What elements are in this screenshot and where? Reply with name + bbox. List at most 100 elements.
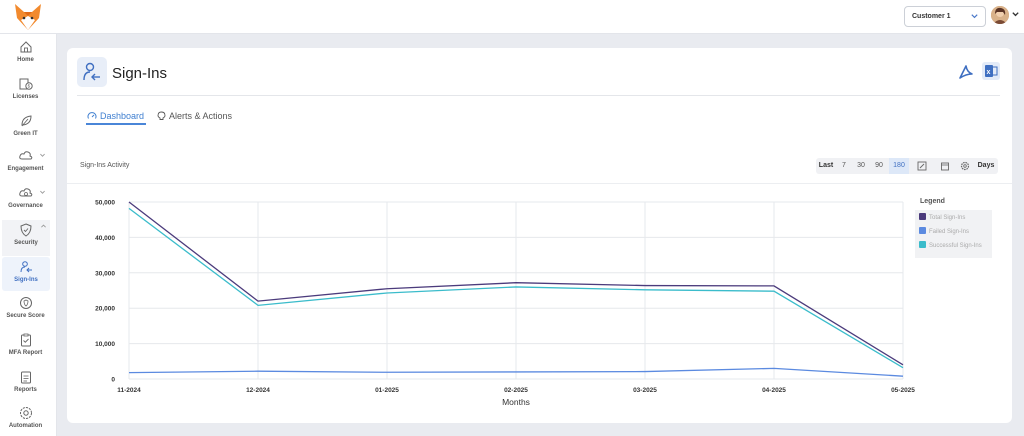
report-icon (20, 371, 31, 384)
avatar-image (991, 6, 1009, 24)
legend-swatch (919, 213, 926, 220)
x-tick-label: 04-2025 (762, 387, 786, 394)
sidebar-item-label: Engagement (7, 166, 44, 172)
range-selector: Last 7 30 90 180 Days (816, 158, 998, 174)
sidebar-item-green-it[interactable]: Green IT (2, 114, 49, 148)
sign-in-user-icon (20, 261, 32, 273)
cloud-users-icon (18, 151, 32, 160)
tab-dashboard[interactable]: Dashboard (87, 111, 144, 127)
chart-header-divider (67, 183, 1012, 184)
range-option-90[interactable]: 90 (875, 162, 883, 169)
sign-ins-line-chart: 0 10,000 20,000 30,000 40,000 50,000 11-2024 12… (95, 200, 915, 408)
leaf-icon (20, 115, 32, 127)
sidebar-item-label: Home (17, 57, 34, 63)
x-tick-label: 03-2025 (633, 387, 657, 394)
legend-swatch (919, 227, 926, 234)
customer-select[interactable]: Customer 1 (904, 6, 986, 27)
legend-item-failed[interactable]: Failed Sign-Ins (919, 227, 988, 241)
excel-icon: x (985, 65, 998, 77)
sidebar-item-label: Green IT (13, 131, 38, 137)
shield-icon (20, 223, 32, 237)
chart-title: Sign-Ins Activity (80, 162, 130, 169)
active-tab-underline (86, 123, 146, 125)
range-last-label: Last (818, 162, 834, 169)
range-option-30[interactable]: 30 (857, 162, 865, 169)
sidebar-item-security[interactable]: Security (2, 220, 50, 256)
automation-gear-icon (19, 407, 32, 419)
chart-legend: Legend Total Sign-Ins Failed Sign-Ins Su… (915, 198, 992, 258)
sidebar-item-label: Governance (8, 203, 43, 209)
tab-label: Alerts & Actions (169, 111, 233, 121)
range-option-180[interactable]: 180 (889, 158, 909, 174)
sign-in-user-icon (83, 62, 100, 81)
sidebar: Home $ Licenses Green IT Engagement Gove… (0, 34, 57, 436)
sidebar-item-engagement[interactable]: Engagement (2, 149, 49, 183)
sidebar-item-label: MFA Report (8, 350, 43, 356)
legend-title: Legend (920, 198, 945, 205)
lightbulb-icon (157, 111, 166, 120)
y-tick-label: 30,000 (95, 270, 115, 277)
secure-score-icon (19, 297, 32, 309)
x-tick-label: 12-2024 (246, 387, 270, 394)
sidebar-item-mfa-report[interactable]: MFA Report (2, 333, 49, 367)
sidebar-item-automation[interactable]: Automation (2, 406, 49, 436)
sidebar-item-home[interactable]: Home (2, 40, 49, 74)
sidebar-item-label: Security (14, 240, 38, 246)
fox-logo-icon[interactable] (12, 2, 44, 32)
calendar-icon[interactable] (940, 161, 950, 171)
page-title-icon-box (77, 57, 107, 87)
x-tick-label: 11-2024 (117, 387, 141, 394)
account-chevron-down-icon[interactable] (1011, 10, 1020, 19)
chart-card: Sign-Ins Activity Last 7 30 90 180 Days … (67, 150, 1012, 423)
sidebar-item-governance[interactable]: Governance (2, 186, 49, 220)
sidebar-item-label: Licenses (12, 94, 39, 100)
y-tick-label: 40,000 (95, 235, 115, 242)
excel-export-button[interactable]: x (982, 62, 1000, 80)
x-tick-label: 01-2025 (375, 387, 399, 394)
legend-item-successful[interactable]: Successful Sign-Ins (919, 241, 988, 255)
range-option-7[interactable]: 7 (842, 162, 846, 169)
date-range-icon[interactable] (917, 161, 927, 171)
legend-box: Total Sign-Ins Failed Sign-Ins Successfu… (915, 210, 992, 258)
legend-label: Total Sign-Ins (929, 215, 966, 221)
page-header-card: Sign-Ins x Dashboard Alerts & Actions (67, 48, 1012, 162)
chevron-down-icon (40, 190, 45, 194)
y-tick-label: 50,000 (95, 200, 115, 207)
licenses-icon: $ (19, 78, 33, 90)
y-tick-label: 20,000 (95, 306, 115, 313)
legend-item-total[interactable]: Total Sign-Ins (919, 213, 988, 227)
sidebar-item-secure-score[interactable]: Secure Score (2, 296, 49, 330)
sidebar-item-reports[interactable]: Reports (2, 370, 49, 404)
chevron-down-icon (40, 153, 45, 157)
page-title: Sign-Ins (112, 65, 168, 82)
avatar[interactable] (991, 6, 1009, 24)
chevron-up-icon (41, 224, 46, 228)
pdf-export-icon[interactable] (957, 63, 975, 81)
sidebar-item-label: Reports (14, 387, 37, 393)
legend-label: Failed Sign-Ins (929, 229, 970, 235)
chevron-down-icon (971, 14, 978, 19)
series-line-failed-sign-ins (128, 367, 904, 377)
y-tick-label: 0 (111, 377, 115, 384)
legend-label: Successful Sign-Ins (929, 243, 982, 249)
sidebar-item-label: Sign-Ins (14, 277, 38, 283)
x-tick-label: 05-2025 (891, 387, 915, 394)
x-axis-title: Months (502, 397, 530, 407)
range-days-label: Days (977, 162, 995, 169)
tab-alerts-actions[interactable]: Alerts & Actions (157, 111, 232, 127)
header-divider (77, 95, 1000, 96)
gauge-icon (87, 112, 97, 119)
y-tick-label: 10,000 (95, 341, 115, 348)
series-line-successful-sign-ins (128, 207, 904, 369)
svg-text:$: $ (27, 84, 30, 89)
sidebar-item-licenses[interactable]: $ Licenses (2, 77, 49, 111)
clipboard-icon (20, 333, 31, 347)
sidebar-item-sign-ins[interactable]: Sign-Ins (2, 257, 50, 291)
sidebar-item-label: Automation (8, 423, 43, 429)
customer-select-value: Customer 1 (912, 13, 951, 20)
series-line-total-sign-ins (128, 201, 904, 366)
sidebar-item-label: Secure Score (6, 313, 45, 319)
settings-gear-icon[interactable] (960, 161, 970, 171)
cloud-governance-icon (18, 188, 32, 197)
legend-swatch (919, 241, 926, 248)
